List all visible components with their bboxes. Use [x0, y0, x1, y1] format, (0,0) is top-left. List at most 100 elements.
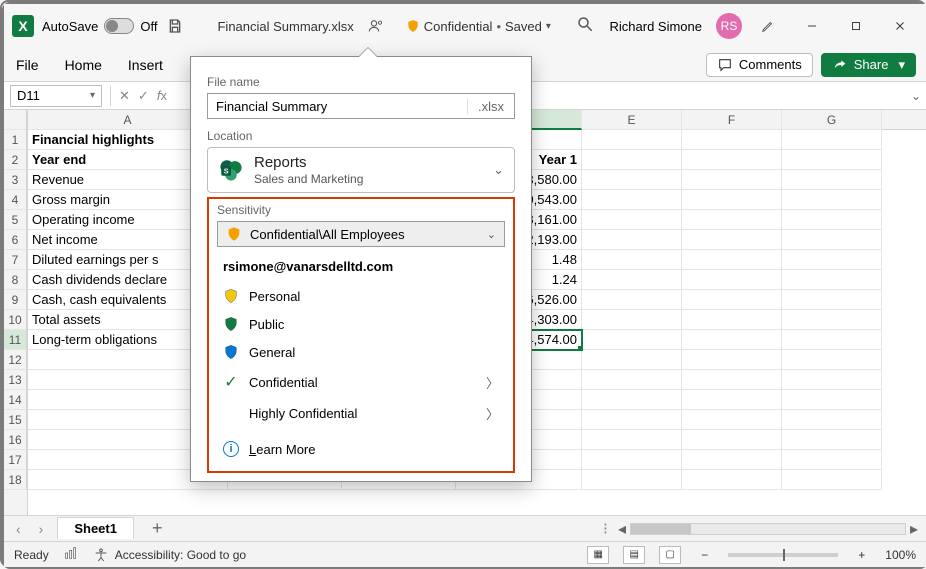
sensitivity-option[interactable]: Public	[217, 310, 505, 338]
cell[interactable]	[782, 250, 882, 270]
cell[interactable]	[682, 390, 782, 410]
sensitivity-dropdown[interactable]: Confidential\All Employees ⌄	[217, 221, 505, 247]
cell[interactable]	[682, 310, 782, 330]
presence-icon[interactable]	[368, 18, 384, 34]
view-pagelayout-icon[interactable]: ▤	[623, 546, 645, 564]
row-header[interactable]: 11	[4, 330, 27, 350]
cell[interactable]	[682, 190, 782, 210]
scroll-right-icon[interactable]: ▸	[910, 519, 918, 539]
row-header[interactable]: 15	[4, 410, 27, 430]
cell[interactable]	[582, 390, 682, 410]
cell[interactable]	[582, 230, 682, 250]
scroll-thumb[interactable]	[631, 524, 691, 534]
row-header[interactable]: 14	[4, 390, 27, 410]
row-header[interactable]: 9	[4, 290, 27, 310]
tab-split-icon[interactable]: ⁝	[603, 519, 608, 539]
cell[interactable]	[782, 190, 882, 210]
cell[interactable]	[782, 470, 882, 490]
cell[interactable]	[782, 370, 882, 390]
cell[interactable]	[582, 350, 682, 370]
row-header[interactable]: 3	[4, 170, 27, 190]
cell[interactable]	[782, 430, 882, 450]
pen-icon[interactable]	[750, 8, 786, 44]
toggle-switch-icon[interactable]	[104, 18, 134, 34]
row-header[interactable]: 4	[4, 190, 27, 210]
cell[interactable]	[582, 290, 682, 310]
sheet-tab-active[interactable]: Sheet1	[57, 517, 134, 539]
cell[interactable]	[682, 350, 782, 370]
zoom-slider[interactable]	[728, 553, 838, 557]
column-header[interactable]: G	[782, 110, 882, 130]
cell[interactable]	[782, 170, 882, 190]
close-button[interactable]	[882, 8, 918, 44]
cell[interactable]	[582, 210, 682, 230]
sensitivity-option[interactable]: Personal	[217, 282, 505, 310]
filename-field[interactable]: .xlsx	[207, 93, 515, 119]
cell[interactable]	[682, 150, 782, 170]
cell[interactable]	[682, 410, 782, 430]
cancel-icon[interactable]: ✕	[119, 88, 130, 104]
cell[interactable]	[582, 470, 682, 490]
row-header[interactable]: 2	[4, 150, 27, 170]
cell[interactable]	[582, 150, 682, 170]
cell[interactable]	[582, 270, 682, 290]
cell[interactable]	[782, 150, 882, 170]
horizontal-scrollbar[interactable]: ◂ ▸	[618, 519, 918, 539]
confirm-icon[interactable]: ✓	[138, 88, 149, 104]
cell[interactable]	[682, 330, 782, 350]
cell[interactable]	[782, 130, 882, 150]
cell[interactable]	[682, 250, 782, 270]
cell[interactable]	[782, 310, 882, 330]
row-header[interactable]: 1	[4, 130, 27, 150]
search-icon[interactable]	[576, 15, 594, 38]
row-header[interactable]: 7	[4, 250, 27, 270]
cell[interactable]	[582, 410, 682, 430]
row-header[interactable]: 8	[4, 270, 27, 290]
cell[interactable]	[782, 290, 882, 310]
row-header[interactable]: 16	[4, 430, 27, 450]
sheet-prev-icon[interactable]: ‹	[12, 521, 25, 537]
cell[interactable]	[582, 170, 682, 190]
sensitivity-option[interactable]: General	[217, 338, 505, 366]
cell[interactable]	[782, 230, 882, 250]
add-sheet-button[interactable]: +	[144, 518, 171, 539]
cell[interactable]	[682, 450, 782, 470]
tab-insert[interactable]: Insert	[126, 53, 165, 77]
column-header[interactable]: E	[582, 110, 682, 130]
cell[interactable]	[582, 130, 682, 150]
row-header[interactable]: 12	[4, 350, 27, 370]
row-header[interactable]: 13	[4, 370, 27, 390]
maximize-button[interactable]	[838, 8, 874, 44]
minimize-button[interactable]	[794, 8, 830, 44]
cell[interactable]	[682, 370, 782, 390]
save-icon[interactable]	[165, 16, 185, 36]
sheet-next-icon[interactable]: ›	[35, 521, 48, 537]
zoom-level[interactable]: 100%	[885, 548, 916, 562]
row-header[interactable]: 17	[4, 450, 27, 470]
cell[interactable]	[782, 410, 882, 430]
cell[interactable]	[582, 310, 682, 330]
cell[interactable]	[582, 190, 682, 210]
cell[interactable]	[682, 270, 782, 290]
filename-input[interactable]	[208, 99, 467, 114]
cell[interactable]	[782, 350, 882, 370]
scroll-left-icon[interactable]: ◂	[618, 519, 626, 539]
tab-file[interactable]: File	[14, 53, 41, 77]
cell[interactable]	[682, 290, 782, 310]
zoom-in-button[interactable]: +	[852, 548, 871, 562]
autosave-toggle[interactable]: AutoSave Off	[42, 18, 157, 34]
cell[interactable]	[782, 270, 882, 290]
accessibility-status[interactable]: Accessibility: Good to go	[93, 547, 246, 563]
cell[interactable]	[582, 250, 682, 270]
name-box[interactable]: D11 ▾	[10, 85, 102, 107]
zoom-out-button[interactable]: −	[695, 548, 714, 562]
user-name[interactable]: Richard Simone	[610, 19, 703, 34]
tab-home[interactable]: Home	[63, 53, 104, 77]
cell[interactable]	[582, 370, 682, 390]
row-header[interactable]: 10	[4, 310, 27, 330]
row-header[interactable]: 5	[4, 210, 27, 230]
expand-formula-icon[interactable]: ⌄	[906, 89, 926, 103]
cell[interactable]	[582, 430, 682, 450]
cell[interactable]	[782, 210, 882, 230]
share-button[interactable]: Share ▾	[821, 53, 916, 77]
